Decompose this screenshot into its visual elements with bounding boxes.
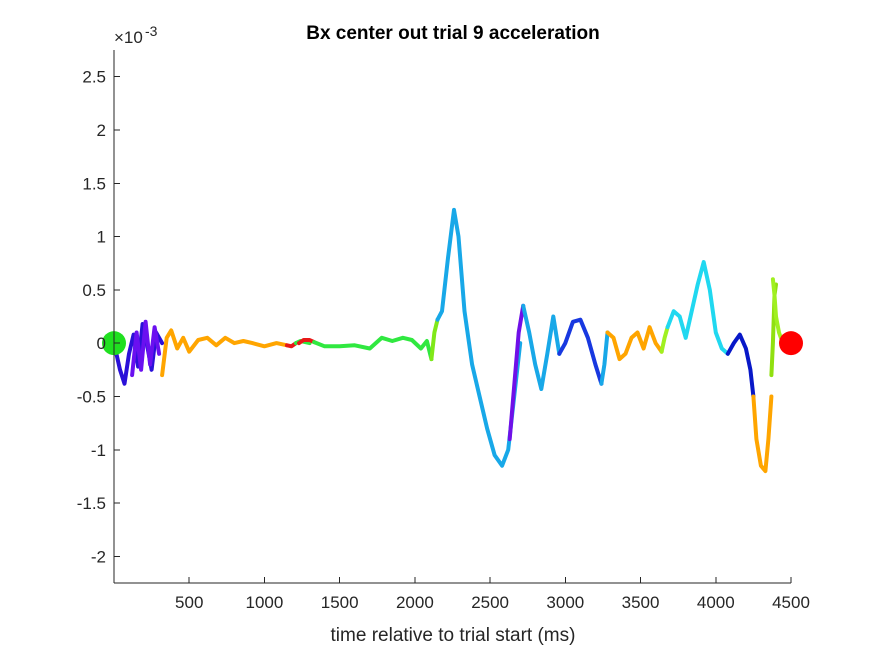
- series-line-14: [659, 325, 670, 354]
- series-line-16: [725, 332, 756, 399]
- y-tick-label: 2: [97, 121, 106, 140]
- series-line-0: [112, 322, 165, 386]
- y-exponent-base: ×10: [114, 28, 143, 47]
- x-axis-label: time relative to trial start (ms): [331, 625, 576, 646]
- series-line-9: [507, 303, 526, 442]
- plot-area: [102, 207, 803, 474]
- x-tick-label: 4500: [772, 593, 810, 612]
- x-tick-label: 1000: [246, 593, 284, 612]
- series-line-19: [770, 277, 784, 343]
- series-line-12: [599, 330, 610, 386]
- chart-title: Bx center out trial 9 acceleration: [306, 23, 600, 44]
- series-line-7: [429, 317, 440, 362]
- y-tick-label: -1.5: [77, 494, 106, 513]
- x-tick-label: 2500: [471, 593, 509, 612]
- y-tick-label: -2: [91, 547, 106, 566]
- y-exponent-power: -3: [145, 23, 158, 39]
- y-exponent-label: ×10 -3: [114, 23, 158, 47]
- x-tick-label: 4000: [697, 593, 735, 612]
- y-tick-label: 0.5: [82, 281, 106, 300]
- series-line-2: [160, 328, 289, 378]
- series-line-13: [605, 325, 664, 362]
- axes: [113, 50, 791, 584]
- ticks: 500 1000 1500 2000 2500 3000 3500 4000 4500 2.5 2 1…: [77, 68, 810, 612]
- series-line-17: [751, 394, 774, 474]
- x-tick-label: 1500: [321, 593, 359, 612]
- series-line-8: [435, 207, 523, 468]
- x-tick-label: 500: [175, 593, 203, 612]
- series-line-10: [521, 303, 562, 391]
- y-tick-label: -1: [91, 441, 106, 460]
- x-tick-label: 3500: [622, 593, 660, 612]
- series-line-11: [557, 317, 604, 386]
- y-tick-label: -0.5: [77, 387, 106, 406]
- y-tick-label: 1: [97, 228, 106, 247]
- y-tick-label: 0: [97, 334, 106, 353]
- y-tick-label: 2.5: [82, 68, 106, 87]
- series-line-6: [312, 335, 434, 362]
- series-line-15: [665, 260, 730, 356]
- series-line-1: [130, 319, 162, 378]
- x-tick-label: 2000: [396, 593, 434, 612]
- series-line-5: [297, 338, 317, 346]
- end-marker: [779, 331, 803, 356]
- x-tick-label: 3000: [546, 593, 584, 612]
- y-tick-label: 1.5: [82, 174, 106, 193]
